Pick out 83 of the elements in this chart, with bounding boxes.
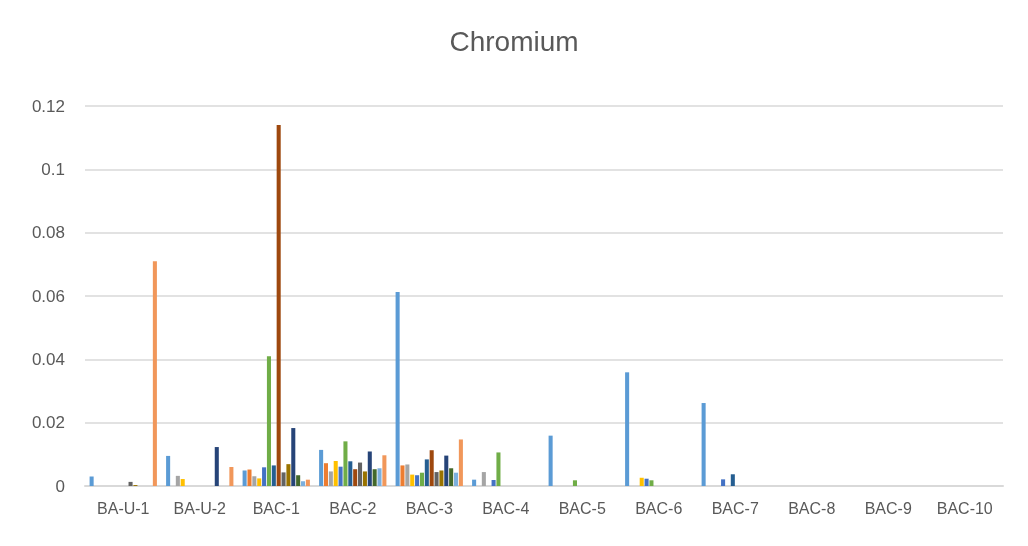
- bar: [400, 465, 405, 486]
- bar: [358, 462, 363, 486]
- bar: [458, 439, 463, 486]
- bar: [89, 476, 94, 486]
- bar: [644, 478, 649, 486]
- bar: [276, 125, 281, 486]
- bar: [496, 452, 501, 486]
- bar: [257, 478, 262, 486]
- bar: [328, 471, 333, 486]
- bar: [395, 291, 400, 486]
- bar: [166, 455, 171, 486]
- bar: [229, 467, 234, 486]
- bar: [419, 472, 424, 486]
- bar: [405, 464, 410, 486]
- bar: [701, 403, 706, 486]
- bar: [348, 461, 353, 486]
- x-tick-label: BAC-1: [252, 499, 300, 517]
- x-tick-label: BAC-7: [711, 499, 759, 517]
- bar: [572, 480, 577, 486]
- bar: [372, 469, 377, 486]
- bar: [214, 447, 219, 486]
- bar: [266, 356, 271, 486]
- bar: [152, 261, 157, 486]
- bar: [180, 479, 185, 486]
- bar: [639, 477, 644, 486]
- y-tick-label: 0: [55, 476, 65, 496]
- bar: [281, 472, 286, 486]
- bar: [721, 479, 726, 486]
- bar: [362, 471, 367, 486]
- bar: [300, 481, 306, 486]
- bar: [439, 470, 444, 486]
- bar: [333, 460, 338, 486]
- x-tick-label: BA-U-2: [173, 499, 227, 517]
- x-tick-label: BAC-2: [329, 499, 377, 517]
- x-tick-label: BA-U-1: [97, 499, 150, 517]
- x-tick-label: BAC-4: [482, 499, 530, 517]
- bar: [343, 441, 348, 486]
- bar: [175, 475, 180, 486]
- bar: [410, 474, 415, 486]
- bar: [472, 479, 477, 486]
- bar: [491, 479, 496, 486]
- chart-title: Chromium: [449, 25, 579, 57]
- bar: [323, 463, 329, 486]
- bar: [444, 455, 449, 486]
- bar: [649, 480, 654, 486]
- y-tick-label: 0.1: [41, 159, 65, 179]
- bar: [319, 449, 324, 486]
- bar: [424, 459, 429, 486]
- y-tick-label: 0.12: [31, 96, 65, 116]
- bar: [429, 450, 434, 486]
- bar: [305, 479, 310, 486]
- x-tick-label: BAC-8: [788, 499, 836, 517]
- bar: [128, 481, 133, 486]
- y-tick-label: 0.02: [31, 413, 65, 433]
- x-tick-label: BAC-5: [558, 499, 606, 517]
- bar: [730, 474, 735, 486]
- bar: [296, 475, 301, 486]
- y-tick-label: 0.08: [31, 223, 65, 243]
- bar: [353, 469, 358, 486]
- bar: [415, 475, 420, 486]
- bar: [242, 470, 247, 486]
- x-tick-label: BAC-6: [635, 499, 683, 517]
- x-tick-label: BAC-9: [864, 499, 912, 517]
- bar: [434, 472, 439, 486]
- bar: [449, 468, 454, 486]
- bar: [377, 468, 382, 486]
- bar: [262, 467, 267, 486]
- x-tick-label: BAC-10: [936, 499, 993, 517]
- bar: [548, 435, 553, 486]
- bar: [286, 464, 291, 486]
- y-tick-label: 0.06: [31, 286, 65, 306]
- bar: [453, 472, 459, 486]
- bar: [271, 465, 276, 486]
- bar: [481, 472, 486, 486]
- bar: [291, 428, 296, 486]
- y-tick-label: 0.04: [31, 349, 65, 369]
- bar: [252, 476, 257, 486]
- bar: [625, 372, 630, 486]
- bar: [247, 469, 252, 486]
- x-tick-label: BAC-3: [405, 499, 453, 517]
- bar: [367, 451, 372, 486]
- bar: [338, 466, 343, 486]
- bar: [382, 455, 387, 486]
